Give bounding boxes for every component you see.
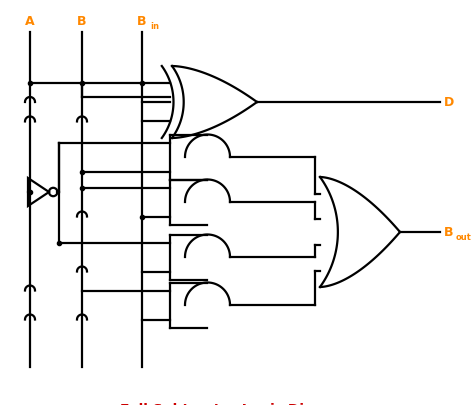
- Text: A: A: [25, 15, 35, 28]
- Text: Full Subtractor Logic Diagram: Full Subtractor Logic Diagram: [120, 402, 354, 405]
- Text: B: B: [77, 15, 87, 28]
- Text: out: out: [456, 232, 472, 241]
- Text: in: in: [150, 22, 159, 31]
- Text: D: D: [444, 96, 454, 109]
- Text: B: B: [444, 226, 454, 239]
- Text: B: B: [137, 15, 147, 28]
